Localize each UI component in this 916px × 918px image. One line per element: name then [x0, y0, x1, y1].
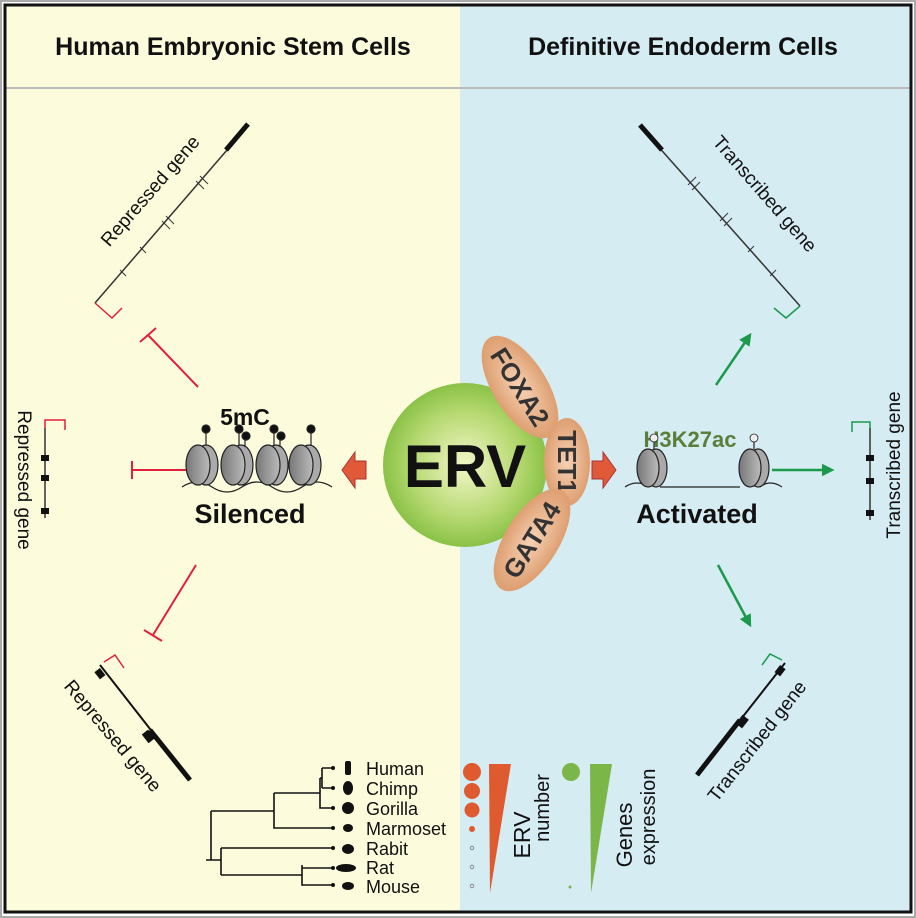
transcribed-gene-middle: Transcribed gene [851, 391, 905, 539]
inhibition-arrows [131, 327, 199, 642]
erv-number-dots [463, 763, 481, 889]
gene-expression-dot-low [568, 885, 572, 889]
foxa2-factor [481, 335, 559, 439]
methylated-nucleosomes [181, 424, 333, 493]
h3k27ac-label: H3K27ac [644, 427, 737, 452]
rat-icon [336, 864, 356, 872]
repressed-gene-label-middle: Repressed gene [13, 410, 34, 549]
5mc-label: 5mC [220, 404, 270, 430]
tet1-factor [544, 418, 590, 506]
chimp-icon [343, 781, 353, 795]
species-labels: Human Chimp Gorilla Marmoset Rabit Rat M… [366, 759, 446, 897]
marmoset-icon [343, 824, 353, 832]
erv-number-label-line1: ERV [509, 811, 535, 859]
frame-border [3, 3, 913, 914]
species-label: Gorilla [366, 799, 419, 819]
species-label: Rabit [366, 839, 408, 859]
genes-expression-label-line2: expression [638, 769, 660, 866]
erv-label: ERV [404, 433, 526, 500]
gene-expression-wedge [590, 764, 612, 893]
species-label: Rat [366, 858, 394, 878]
right-header-title: Definitive Endoderm Cells [528, 33, 838, 61]
species-label: Mouse [366, 877, 420, 897]
gata4-factor [493, 488, 571, 592]
erv-number-label-line2: number [532, 774, 554, 842]
acetylated-nucleosomes [624, 433, 783, 488]
erv-circle [383, 383, 547, 547]
mouse-icon [342, 882, 354, 890]
species-icons [336, 761, 356, 890]
activated-label: Activated [636, 499, 758, 529]
right-block-arrow [591, 450, 617, 490]
rabbit-icon [342, 844, 354, 854]
transcribed-gene-label-middle: Transcribed gene [884, 391, 905, 538]
species-label: Human [366, 759, 424, 779]
gorilla-icon [342, 802, 354, 814]
erv-number-wedge [489, 764, 511, 893]
gene-expression-dot-high [562, 763, 580, 781]
left-block-arrow [341, 450, 367, 490]
human-icon [345, 761, 351, 775]
left-header-title: Human Embryonic Stem Cells [55, 33, 411, 61]
transcription-factors: FOXA2 TET1 GATA4 [481, 335, 590, 592]
phylogenetic-tree [206, 767, 333, 886]
tet1-label: TET1 [552, 430, 582, 494]
tree-nodes [331, 766, 335, 887]
genes-expression-label-line1: Genes [612, 803, 637, 868]
silenced-label: Silenced [194, 499, 305, 529]
species-label: Marmoset [366, 819, 446, 839]
activation-arrows [714, 332, 835, 628]
species-label: Chimp [366, 779, 418, 799]
repressed-gene-middle: Repressed gene [13, 410, 66, 550]
